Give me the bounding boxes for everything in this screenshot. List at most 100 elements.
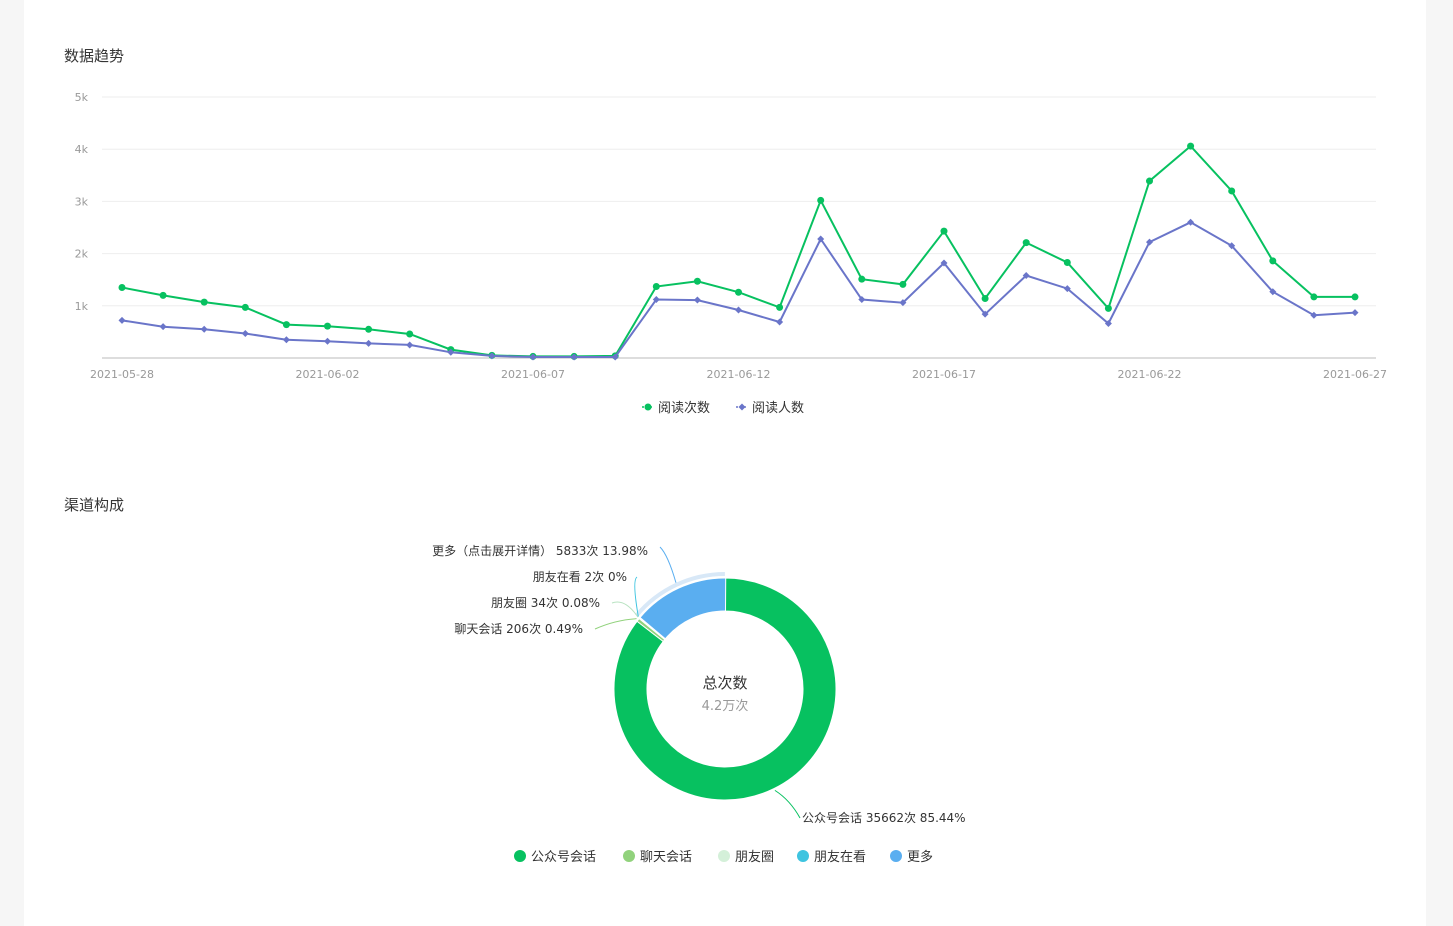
donut-highlight-ring — [634, 572, 725, 617]
series-2-point[interactable] — [406, 341, 414, 349]
legend-marker — [797, 850, 809, 862]
series-1-point[interactable] — [324, 322, 331, 330]
series-2-point[interactable] — [159, 323, 167, 331]
legend-marker — [890, 850, 902, 862]
series-2-point[interactable] — [1187, 218, 1195, 226]
series-2-point[interactable] — [447, 348, 455, 356]
series-1-point[interactable] — [776, 303, 784, 311]
series-1-point[interactable] — [159, 291, 167, 299]
series-1-point[interactable] — [1104, 304, 1112, 312]
donut-legend-item-3[interactable]: 朋友圈 — [718, 849, 774, 865]
donut-slice-label: 更多（点击展开详情） 5833次 13.98% — [432, 543, 648, 558]
series-1-point[interactable] — [693, 277, 701, 285]
series-2-point[interactable] — [652, 296, 660, 304]
legend-label: 阅读人数 — [752, 401, 804, 416]
legend-marker — [718, 850, 730, 862]
series-2-point[interactable] — [282, 336, 290, 344]
series-1-point[interactable] — [1063, 258, 1071, 266]
series-2-point[interactable] — [241, 329, 249, 337]
donut-slice-label: 朋友圈 34次 0.08% — [491, 596, 600, 610]
legend-label: 更多 — [907, 849, 933, 865]
series-1-point[interactable] — [200, 298, 208, 306]
donut-slice-label: 聊天会话 206次 0.49% — [454, 622, 583, 636]
series-2-point[interactable] — [118, 316, 126, 324]
series-2-point[interactable] — [858, 296, 866, 304]
legend-label: 公众号会话 — [531, 850, 596, 865]
series-1-point[interactable] — [1187, 142, 1195, 150]
series-2-point[interactable] — [1104, 320, 1112, 328]
series-2-point[interactable] — [1063, 285, 1071, 293]
y-tick-label: 3k — [75, 195, 89, 208]
series-line-1[interactable] — [121, 144, 1355, 358]
series-2-point[interactable] — [365, 339, 373, 347]
legend-label: 阅读次数 — [658, 400, 710, 416]
series-2-point[interactable] — [981, 310, 989, 318]
donut-legend-item-2[interactable]: 聊天会话 — [623, 850, 692, 865]
donut-leader-line — [594, 618, 637, 630]
x-tick-label: 2021-06-22 — [1118, 368, 1182, 381]
legend-label: 朋友圈 — [735, 849, 774, 865]
donut-leader-line — [634, 576, 639, 617]
series-2-point[interactable] — [1022, 272, 1030, 280]
series-2-point[interactable] — [324, 337, 331, 345]
donut-slice-label: 公众号会话 35662次 85.44% — [802, 811, 966, 825]
series-1-point[interactable] — [858, 275, 866, 283]
series-2-point[interactable] — [1228, 242, 1236, 250]
x-tick-label: 2021-06-17 — [912, 368, 976, 381]
series-1-point[interactable] — [1269, 257, 1277, 265]
donut-slice-label: 朋友在看 2次 0% — [533, 570, 627, 584]
series-1-point[interactable] — [1146, 177, 1153, 185]
series-2-point[interactable] — [817, 235, 825, 243]
series-2-point[interactable] — [570, 353, 578, 361]
series-2-point[interactable] — [940, 259, 948, 267]
series-1-point[interactable] — [735, 288, 742, 296]
donut-leader-line — [774, 789, 801, 819]
series-1-point[interactable] — [1351, 293, 1359, 301]
series-1-point[interactable] — [241, 303, 249, 311]
donut-center-value: 4.2万次 — [702, 698, 749, 714]
series-1-point[interactable] — [1228, 187, 1236, 195]
legend-item-2[interactable]: 阅读人数 — [736, 401, 804, 416]
legend-marker — [738, 403, 746, 411]
series-1-point[interactable] — [1022, 239, 1030, 247]
series-1-point[interactable] — [981, 294, 989, 302]
series-2-point[interactable] — [200, 325, 208, 333]
series-2-point[interactable] — [488, 352, 496, 360]
series-1-point[interactable] — [406, 330, 414, 338]
series-2-point[interactable] — [899, 299, 907, 307]
series-1-point[interactable] — [817, 196, 825, 204]
series-1-point[interactable] — [118, 284, 126, 292]
series-1-point[interactable] — [282, 321, 290, 329]
series-2-point[interactable] — [1351, 309, 1359, 317]
x-tick-label: 2021-06-02 — [296, 368, 360, 381]
series-2-point[interactable] — [735, 306, 742, 314]
donut-legend-item-1[interactable]: 公众号会话 — [514, 850, 596, 865]
series-1-point[interactable] — [365, 325, 373, 333]
series-1-point[interactable] — [940, 227, 948, 235]
trend-line-chart[interactable]: 1k 2k 3k 4k 5k 2021-05-28 2021-06-02 2021-06-07… — [0, 0, 1453, 430]
legend-item-1[interactable]: 阅读次数 — [642, 400, 710, 416]
y-tick-label: 4k — [75, 143, 89, 156]
series-2-point[interactable] — [611, 353, 619, 361]
series-2-point[interactable] — [529, 353, 537, 361]
legend-label: 朋友在看 — [814, 849, 866, 865]
series-2-point[interactable] — [1269, 288, 1277, 296]
series-2-point[interactable] — [1146, 238, 1153, 246]
series-1-point[interactable] — [899, 280, 907, 288]
trend-section-title: 数据趋势 — [64, 47, 125, 65]
donut-legend-item-5[interactable]: 更多 — [890, 849, 933, 865]
donut-slice-5[interactable] — [639, 577, 727, 640]
series-2-point[interactable] — [693, 296, 701, 304]
y-tick-label: 5k — [75, 91, 89, 104]
donut-slice-1[interactable] — [613, 577, 837, 801]
donut-leader-line — [659, 546, 677, 583]
series-2-point[interactable] — [1310, 311, 1318, 319]
series-1-point[interactable] — [1310, 293, 1318, 301]
series-1-point[interactable] — [652, 282, 660, 290]
legend-label: 聊天会话 — [640, 850, 692, 865]
series-2-point[interactable] — [776, 318, 784, 326]
donut-legend-item-4[interactable]: 朋友在看 — [797, 849, 866, 865]
x-tick-label: 2021-06-12 — [707, 368, 771, 381]
y-tick-label: 1k — [75, 300, 89, 313]
